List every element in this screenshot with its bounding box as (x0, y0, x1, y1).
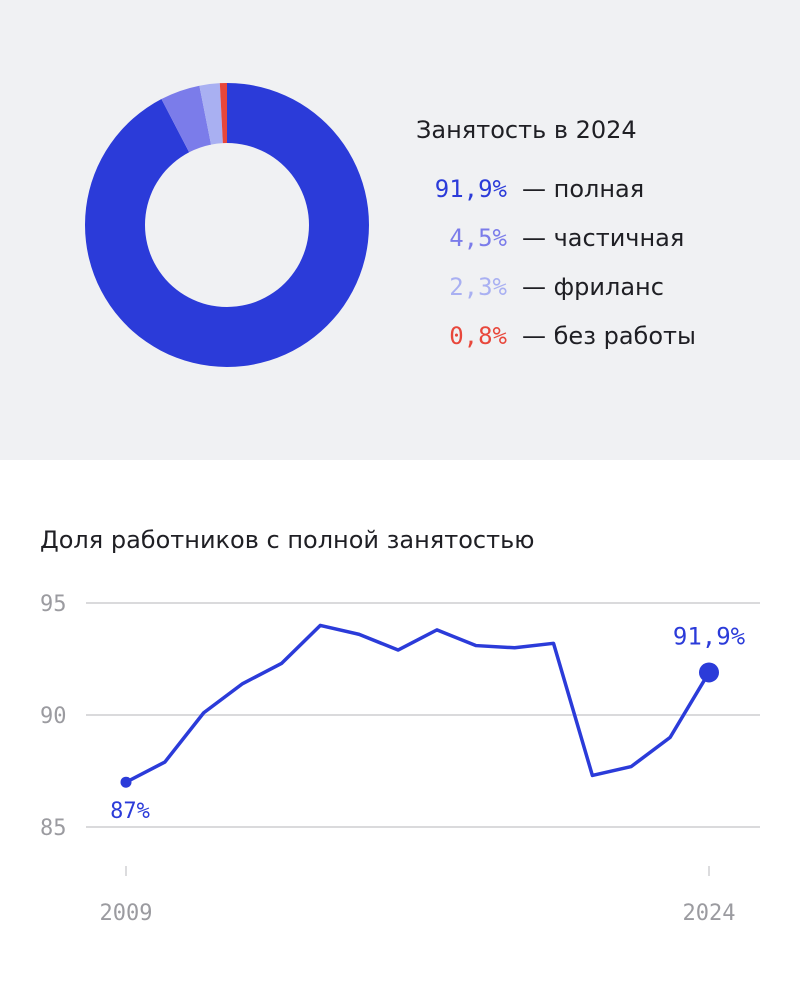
donut-legend: 91,9% — полная 4,5% — частичная 2,3% — фрилан… (435, 175, 696, 350)
legend-label: — без работы (522, 322, 696, 350)
x-tick-label: 2009 (100, 901, 153, 926)
line-chart-title: Доля работников с полной занятостью (40, 526, 534, 554)
legend-value: 91,9% (435, 175, 508, 203)
donut-slice (84, 83, 369, 368)
line-grid (86, 602, 760, 828)
legend-value: 0,8% (449, 322, 507, 350)
legend-label: — полная (522, 175, 644, 203)
line-series (120, 623, 719, 788)
annotation-start: 87% (110, 799, 150, 824)
donut-slice (219, 83, 227, 144)
donut-slices (84, 83, 369, 368)
legend-label: — фриланс (522, 273, 664, 301)
donut-slice (199, 83, 223, 145)
legend-value: 2,3% (449, 273, 507, 301)
legend-value: 4,5% (449, 224, 507, 252)
y-tick-label: 90 (40, 704, 67, 729)
donut-chart: Занятость в 2024 91,9% — полная 4,5% — част… (84, 83, 696, 368)
donut-title: Занятость в 2024 (416, 116, 637, 144)
legend-label: — частичная (522, 224, 684, 252)
line-annotations: 87% 91,9% (110, 622, 746, 824)
x-tick-label: 2024 (683, 901, 736, 926)
y-tick-label: 95 (40, 592, 67, 617)
donut-slice (161, 85, 212, 153)
x-axis-ticks: 2009 2024 (100, 866, 736, 926)
full-employment-trend-panel (0, 460, 800, 1000)
annotation-end: 91,9% (673, 622, 746, 650)
y-tick-label: 85 (40, 816, 67, 841)
y-axis-ticks: 95 90 85 (40, 592, 67, 841)
series-line (124, 623, 711, 784)
start-point (120, 776, 132, 788)
end-point (699, 662, 719, 683)
